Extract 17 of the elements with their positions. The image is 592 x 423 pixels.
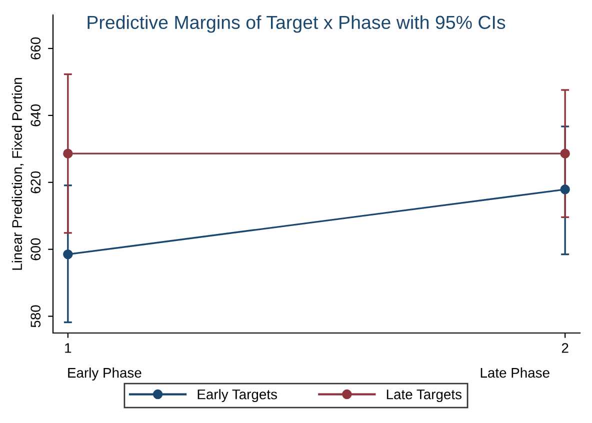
chart-title: Predictive Margins of Target x Phase with 95% CIs [88, 15, 506, 33]
legend-label: Early Targets [198, 389, 277, 402]
text: Early Phase [68, 368, 142, 380]
text: Late Phase [480, 368, 550, 378]
point [63, 148, 73, 158]
x-tick-label: 2 [562, 343, 568, 353]
point [63, 249, 73, 260]
y-tick-label: 580 [30, 305, 41, 328]
y-tick-label: 660 [30, 37, 41, 60]
point [560, 148, 570, 158]
y-tick-label: 620 [30, 171, 41, 194]
y-axis-title: Linear Prediction, Fixed Portion [12, 78, 24, 270]
y-tick-label: 600 [30, 238, 41, 260]
x-tick-label: 1 [65, 343, 72, 353]
point [560, 184, 570, 194]
legend-label: Late Targets [386, 390, 462, 402]
y-tick-label: 640 [30, 104, 41, 126]
